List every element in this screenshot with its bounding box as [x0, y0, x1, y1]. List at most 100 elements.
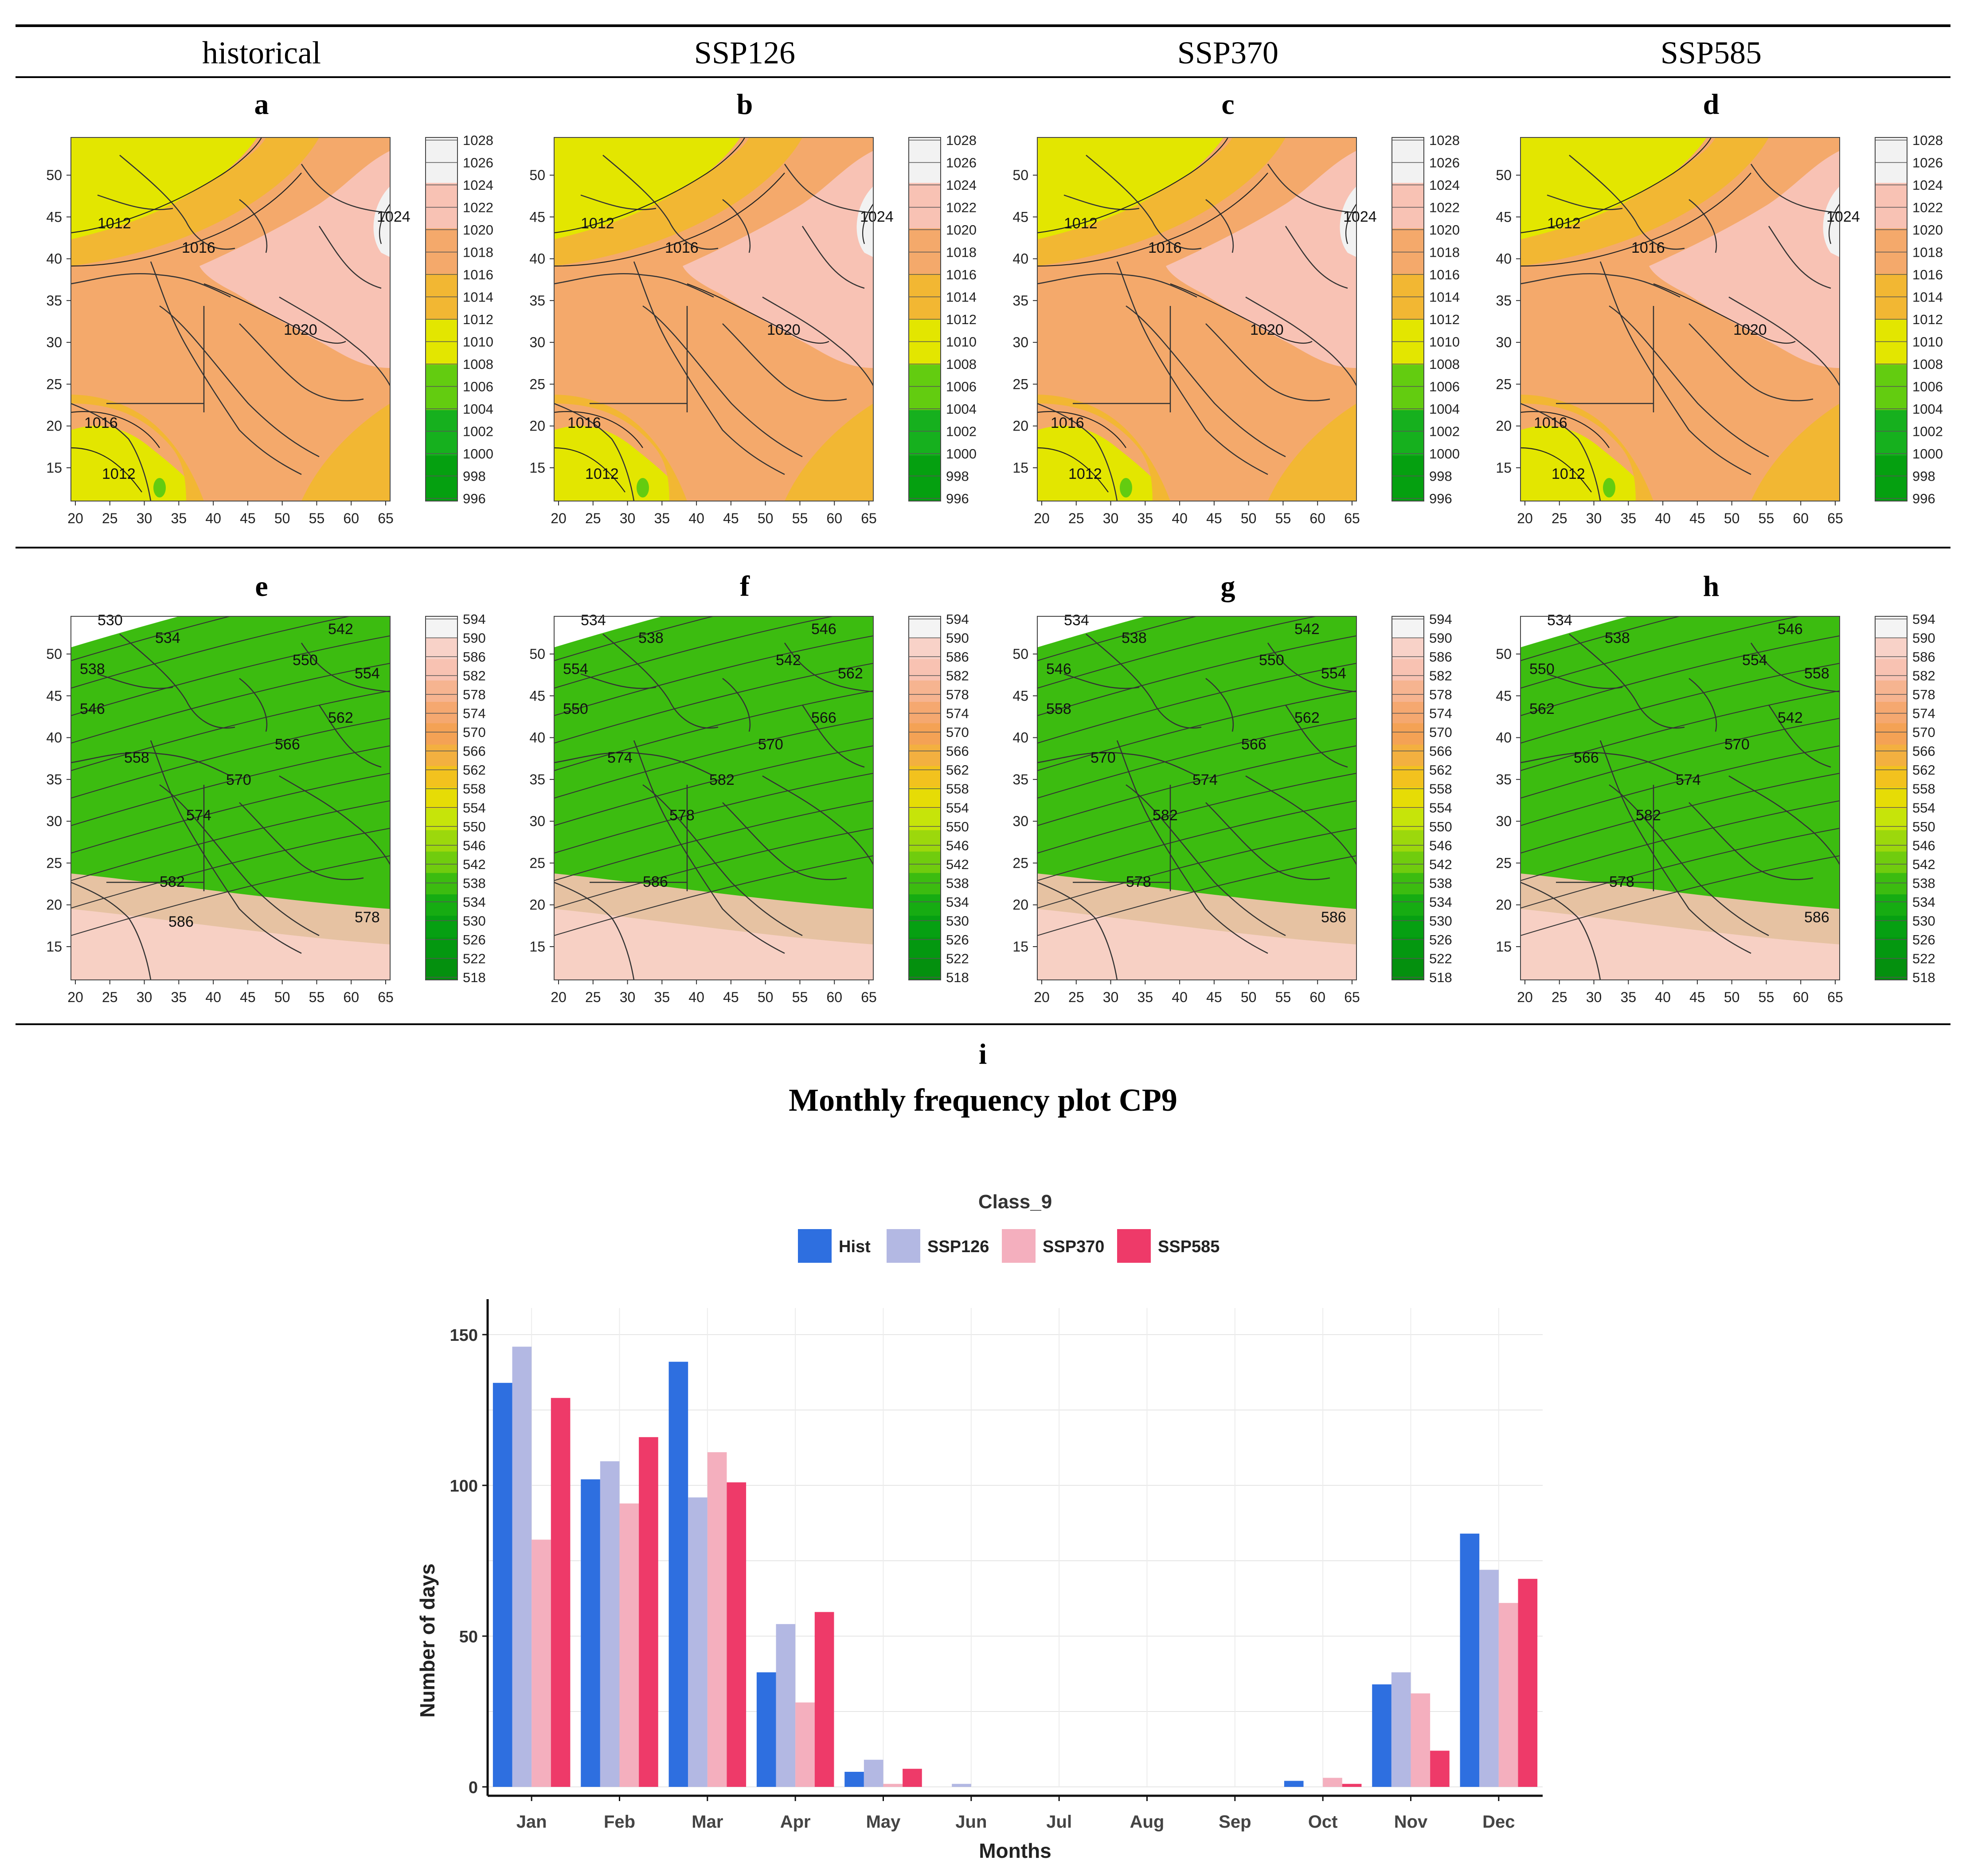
colorbar-label: 1010	[1429, 334, 1460, 350]
colorbar-label: 574	[1429, 706, 1452, 721]
panel-label-b: b	[736, 88, 753, 121]
map-y-tick: 50	[529, 646, 545, 662]
map-x-tick: 40	[688, 510, 704, 526]
colorbar-label: 570	[1429, 725, 1452, 740]
colorbar-label: 522	[946, 951, 969, 966]
map-y-tick: 20	[529, 897, 545, 913]
panel-label-i: i	[978, 1038, 987, 1070]
contour-label: 578	[355, 909, 380, 926]
colorbar-label: 590	[1429, 631, 1452, 646]
y-tick-label: 50	[459, 1628, 478, 1646]
colorbar-label: 526	[946, 932, 969, 948]
x-axis-label: Months	[979, 1839, 1051, 1862]
colorbar-label: 578	[1429, 687, 1452, 702]
colorbar-label: 1012	[1429, 312, 1460, 327]
map-y-tick: 45	[1496, 688, 1512, 704]
bar-Hist-Feb	[581, 1479, 600, 1787]
column-header-ssp370: SSP370	[1177, 35, 1279, 70]
colorbar-label: 1014	[1912, 290, 1943, 305]
contour-label: 534	[581, 612, 606, 629]
colorbar-label: 594	[463, 612, 486, 627]
colorbar-label: 1006	[1429, 379, 1460, 395]
colorbar-label: 1008	[946, 356, 977, 372]
colorbar-label: 554	[1912, 800, 1935, 815]
map-x-tick: 55	[309, 510, 325, 526]
colorbar-label: 526	[1912, 932, 1935, 948]
colorbar-label: 534	[1912, 894, 1935, 910]
map-y-tick: 35	[46, 772, 62, 787]
colorbar-label: 590	[1912, 631, 1935, 646]
mid-rule	[16, 547, 1950, 548]
bar-Hist-Mar	[668, 1362, 688, 1787]
map-y-tick: 20	[46, 418, 62, 434]
colorbar-label: 1012	[946, 312, 977, 327]
colorbar-label: 998	[463, 469, 486, 484]
map-x-tick: 45	[1689, 989, 1705, 1005]
colorbar-label: 1018	[463, 245, 493, 260]
contour-label: 1024	[377, 208, 410, 225]
map-y-tick: 35	[529, 293, 545, 309]
map-x-tick: 35	[1137, 989, 1153, 1005]
colorbar-label: 558	[1912, 781, 1935, 797]
map-x-tick: 35	[171, 989, 187, 1005]
map-y-tick: 50	[46, 167, 62, 183]
colorbar-label: 1024	[1912, 177, 1943, 193]
contour-label: 534	[1547, 612, 1572, 629]
colorbar-label: 550	[463, 819, 486, 834]
colorbar-label: 1004	[1429, 401, 1460, 417]
contour-label: 1012	[102, 466, 136, 482]
map-x-tick: 35	[1137, 510, 1153, 526]
colorbar-label: 538	[946, 875, 969, 891]
contour-label: 550	[293, 652, 318, 669]
map-x-tick: 25	[1552, 989, 1567, 1005]
contour-label: 542	[1778, 709, 1803, 726]
colorbar-label: 530	[463, 913, 486, 928]
colorbar-label: 518	[463, 970, 486, 985]
map-y-tick: 50	[1012, 646, 1028, 662]
colorbar-label: 1006	[946, 379, 977, 395]
map-x-tick: 20	[67, 510, 83, 526]
contour-label: 562	[328, 709, 353, 726]
map-y-tick: 15	[1496, 939, 1512, 955]
colorbar-label: 586	[463, 649, 486, 665]
map-x-tick: 40	[1172, 510, 1188, 526]
map-x-tick: 25	[102, 510, 118, 526]
colorbar-label: 1004	[1912, 401, 1943, 417]
map-x-tick: 40	[1172, 989, 1188, 1005]
bar-SSP585-Mar	[727, 1482, 747, 1787]
contour-label: 542	[776, 652, 801, 669]
map-x-tick: 60	[1309, 510, 1325, 526]
chart-legend: Hist SSP126 SSP370 SSP585	[798, 1229, 1219, 1263]
contour-label: 1024	[860, 208, 894, 225]
x-tick-label: Feb	[604, 1812, 635, 1832]
map-panel-d: 1012 1016 1020 1024 1016 1012 20 25 30 35 40 45 50 55…	[1467, 133, 1950, 545]
bar-SSP370-May	[883, 1784, 903, 1787]
x-tick-label: Oct	[1308, 1812, 1338, 1832]
map-y-tick: 30	[1496, 813, 1512, 829]
legend-label: SSP370	[1043, 1238, 1104, 1256]
colorbar-label: 594	[1429, 612, 1452, 627]
colorbar-label: 1008	[1429, 356, 1460, 372]
bar-Hist-Oct	[1284, 1781, 1304, 1787]
map-x-tick: 60	[343, 510, 359, 526]
colorbar-label: 542	[1912, 857, 1935, 872]
colorbar-label: 1010	[946, 334, 977, 350]
panel-label-h: h	[1703, 570, 1720, 603]
colorbar-label: 558	[946, 781, 969, 797]
colorbar-label: 534	[946, 894, 969, 910]
map-x-tick: 25	[1552, 510, 1567, 526]
column-header-ssp126: SSP126	[694, 35, 796, 70]
colorbar-label: 590	[946, 631, 969, 646]
bar-SSP126-Jan	[512, 1347, 532, 1787]
bar-SSP585-Apr	[814, 1612, 834, 1787]
map-x-tick: 35	[1621, 989, 1637, 1005]
colorbar-label: 578	[1912, 687, 1935, 702]
colorbar-label: 554	[946, 800, 969, 815]
map-y-tick: 15	[1012, 460, 1028, 476]
map-y-tick: 20	[1496, 897, 1512, 913]
contour-label: 570	[226, 772, 251, 788]
contour-label: 574	[607, 749, 633, 766]
column-header-historical: historical	[202, 35, 321, 70]
contour-label: 538	[1122, 630, 1147, 646]
colorbar-label: 562	[946, 762, 969, 778]
